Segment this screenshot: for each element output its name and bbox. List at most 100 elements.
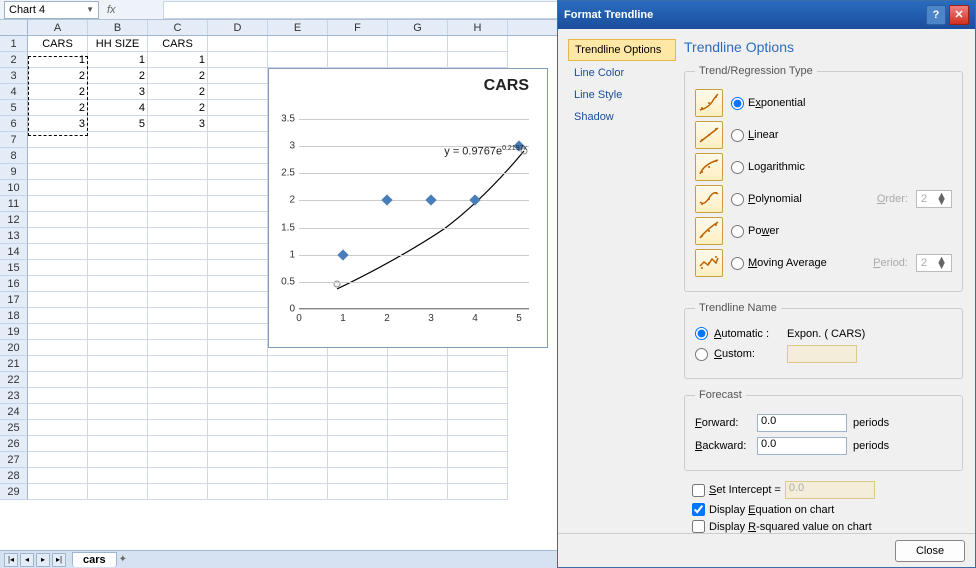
cell[interactable]	[28, 308, 88, 324]
cell[interactable]: 1	[148, 52, 208, 68]
type-radio[interactable]	[731, 193, 744, 206]
cell[interactable]	[148, 356, 208, 372]
dialog-close-button[interactable]: ✕	[949, 5, 969, 25]
sheet-tab-cars[interactable]: cars	[72, 552, 117, 567]
cell[interactable]	[148, 404, 208, 420]
cell[interactable]	[268, 452, 328, 468]
cell[interactable]	[88, 308, 148, 324]
cell[interactable]	[148, 180, 208, 196]
cell[interactable]	[328, 356, 388, 372]
tab-nav-first[interactable]: |◂	[4, 553, 18, 567]
cell[interactable]: 5	[88, 116, 148, 132]
cell[interactable]	[448, 52, 508, 68]
cell[interactable]: 2	[28, 100, 88, 116]
dialog-nav-item[interactable]: Trendline Options	[568, 39, 676, 61]
name-box-dropdown-icon[interactable]: ▼	[86, 5, 94, 14]
cell[interactable]	[388, 404, 448, 420]
cell[interactable]: CARS	[148, 36, 208, 52]
type-extra-spinner[interactable]: 2▲▼	[916, 190, 952, 208]
cell[interactable]	[28, 388, 88, 404]
cell[interactable]	[448, 36, 508, 52]
dialog-titlebar[interactable]: Format Trendline ? ✕	[558, 1, 975, 29]
cell[interactable]	[28, 212, 88, 228]
row-header[interactable]: 14	[0, 244, 28, 260]
cell[interactable]	[28, 436, 88, 452]
add-sheet-icon[interactable]: ✦	[119, 554, 127, 565]
type-radio[interactable]	[731, 161, 744, 174]
cell[interactable]	[88, 132, 148, 148]
cell[interactable]: 2	[28, 68, 88, 84]
cell[interactable]	[268, 356, 328, 372]
cell[interactable]	[148, 292, 208, 308]
cell[interactable]: 1	[28, 52, 88, 68]
dialog-help-button[interactable]: ?	[926, 5, 946, 25]
column-header[interactable]: D	[208, 20, 268, 35]
cell[interactable]	[268, 436, 328, 452]
name-box[interactable]: Chart 4 ▼	[4, 1, 99, 19]
cell[interactable]	[28, 164, 88, 180]
row-header[interactable]: 26	[0, 436, 28, 452]
cell[interactable]	[208, 308, 268, 324]
cell[interactable]	[208, 276, 268, 292]
row-header[interactable]: 9	[0, 164, 28, 180]
cell[interactable]: HH SIZE	[88, 36, 148, 52]
cell[interactable]	[28, 324, 88, 340]
cell[interactable]	[148, 420, 208, 436]
column-header[interactable]: F	[328, 20, 388, 35]
cell[interactable]	[28, 420, 88, 436]
cell[interactable]: 4	[88, 100, 148, 116]
type-radio[interactable]	[731, 225, 744, 238]
cell[interactable]	[448, 356, 508, 372]
row-header[interactable]: 19	[0, 324, 28, 340]
cell[interactable]	[208, 452, 268, 468]
dialog-nav-item[interactable]: Line Color	[568, 63, 676, 83]
cell[interactable]	[88, 292, 148, 308]
cell[interactable]	[208, 484, 268, 500]
column-header[interactable]: C	[148, 20, 208, 35]
cell[interactable]	[328, 372, 388, 388]
cell[interactable]	[148, 276, 208, 292]
cell[interactable]	[328, 404, 388, 420]
row-header[interactable]: 27	[0, 452, 28, 468]
cell[interactable]	[28, 356, 88, 372]
cell[interactable]	[328, 484, 388, 500]
cell[interactable]	[388, 52, 448, 68]
row-header[interactable]: 3	[0, 68, 28, 84]
column-header[interactable]: A	[28, 20, 88, 35]
cell[interactable]	[88, 260, 148, 276]
fx-icon[interactable]: fx	[107, 4, 116, 16]
row-header[interactable]: 21	[0, 356, 28, 372]
cell[interactable]	[388, 372, 448, 388]
cell[interactable]	[268, 484, 328, 500]
cell[interactable]	[28, 468, 88, 484]
cell[interactable]	[268, 372, 328, 388]
cell[interactable]	[88, 420, 148, 436]
cell[interactable]	[148, 340, 208, 356]
cell[interactable]	[88, 436, 148, 452]
cell[interactable]	[148, 260, 208, 276]
cell[interactable]	[208, 36, 268, 52]
cell[interactable]	[88, 148, 148, 164]
cell[interactable]: 2	[148, 84, 208, 100]
cell[interactable]	[28, 260, 88, 276]
cell[interactable]	[268, 420, 328, 436]
cell[interactable]	[388, 388, 448, 404]
cell[interactable]	[88, 356, 148, 372]
cell[interactable]	[268, 52, 328, 68]
cell[interactable]: 3	[88, 84, 148, 100]
cell[interactable]	[148, 132, 208, 148]
name-auto-radio[interactable]	[695, 327, 708, 340]
cell[interactable]	[208, 52, 268, 68]
cell[interactable]	[88, 228, 148, 244]
cell[interactable]	[208, 148, 268, 164]
cell[interactable]	[208, 436, 268, 452]
cell[interactable]	[28, 484, 88, 500]
cell[interactable]	[148, 164, 208, 180]
row-header[interactable]: 16	[0, 276, 28, 292]
cell[interactable]	[448, 436, 508, 452]
cell[interactable]	[448, 484, 508, 500]
cell[interactable]	[328, 36, 388, 52]
cell[interactable]	[148, 244, 208, 260]
cell[interactable]	[208, 260, 268, 276]
cell[interactable]: 2	[148, 100, 208, 116]
